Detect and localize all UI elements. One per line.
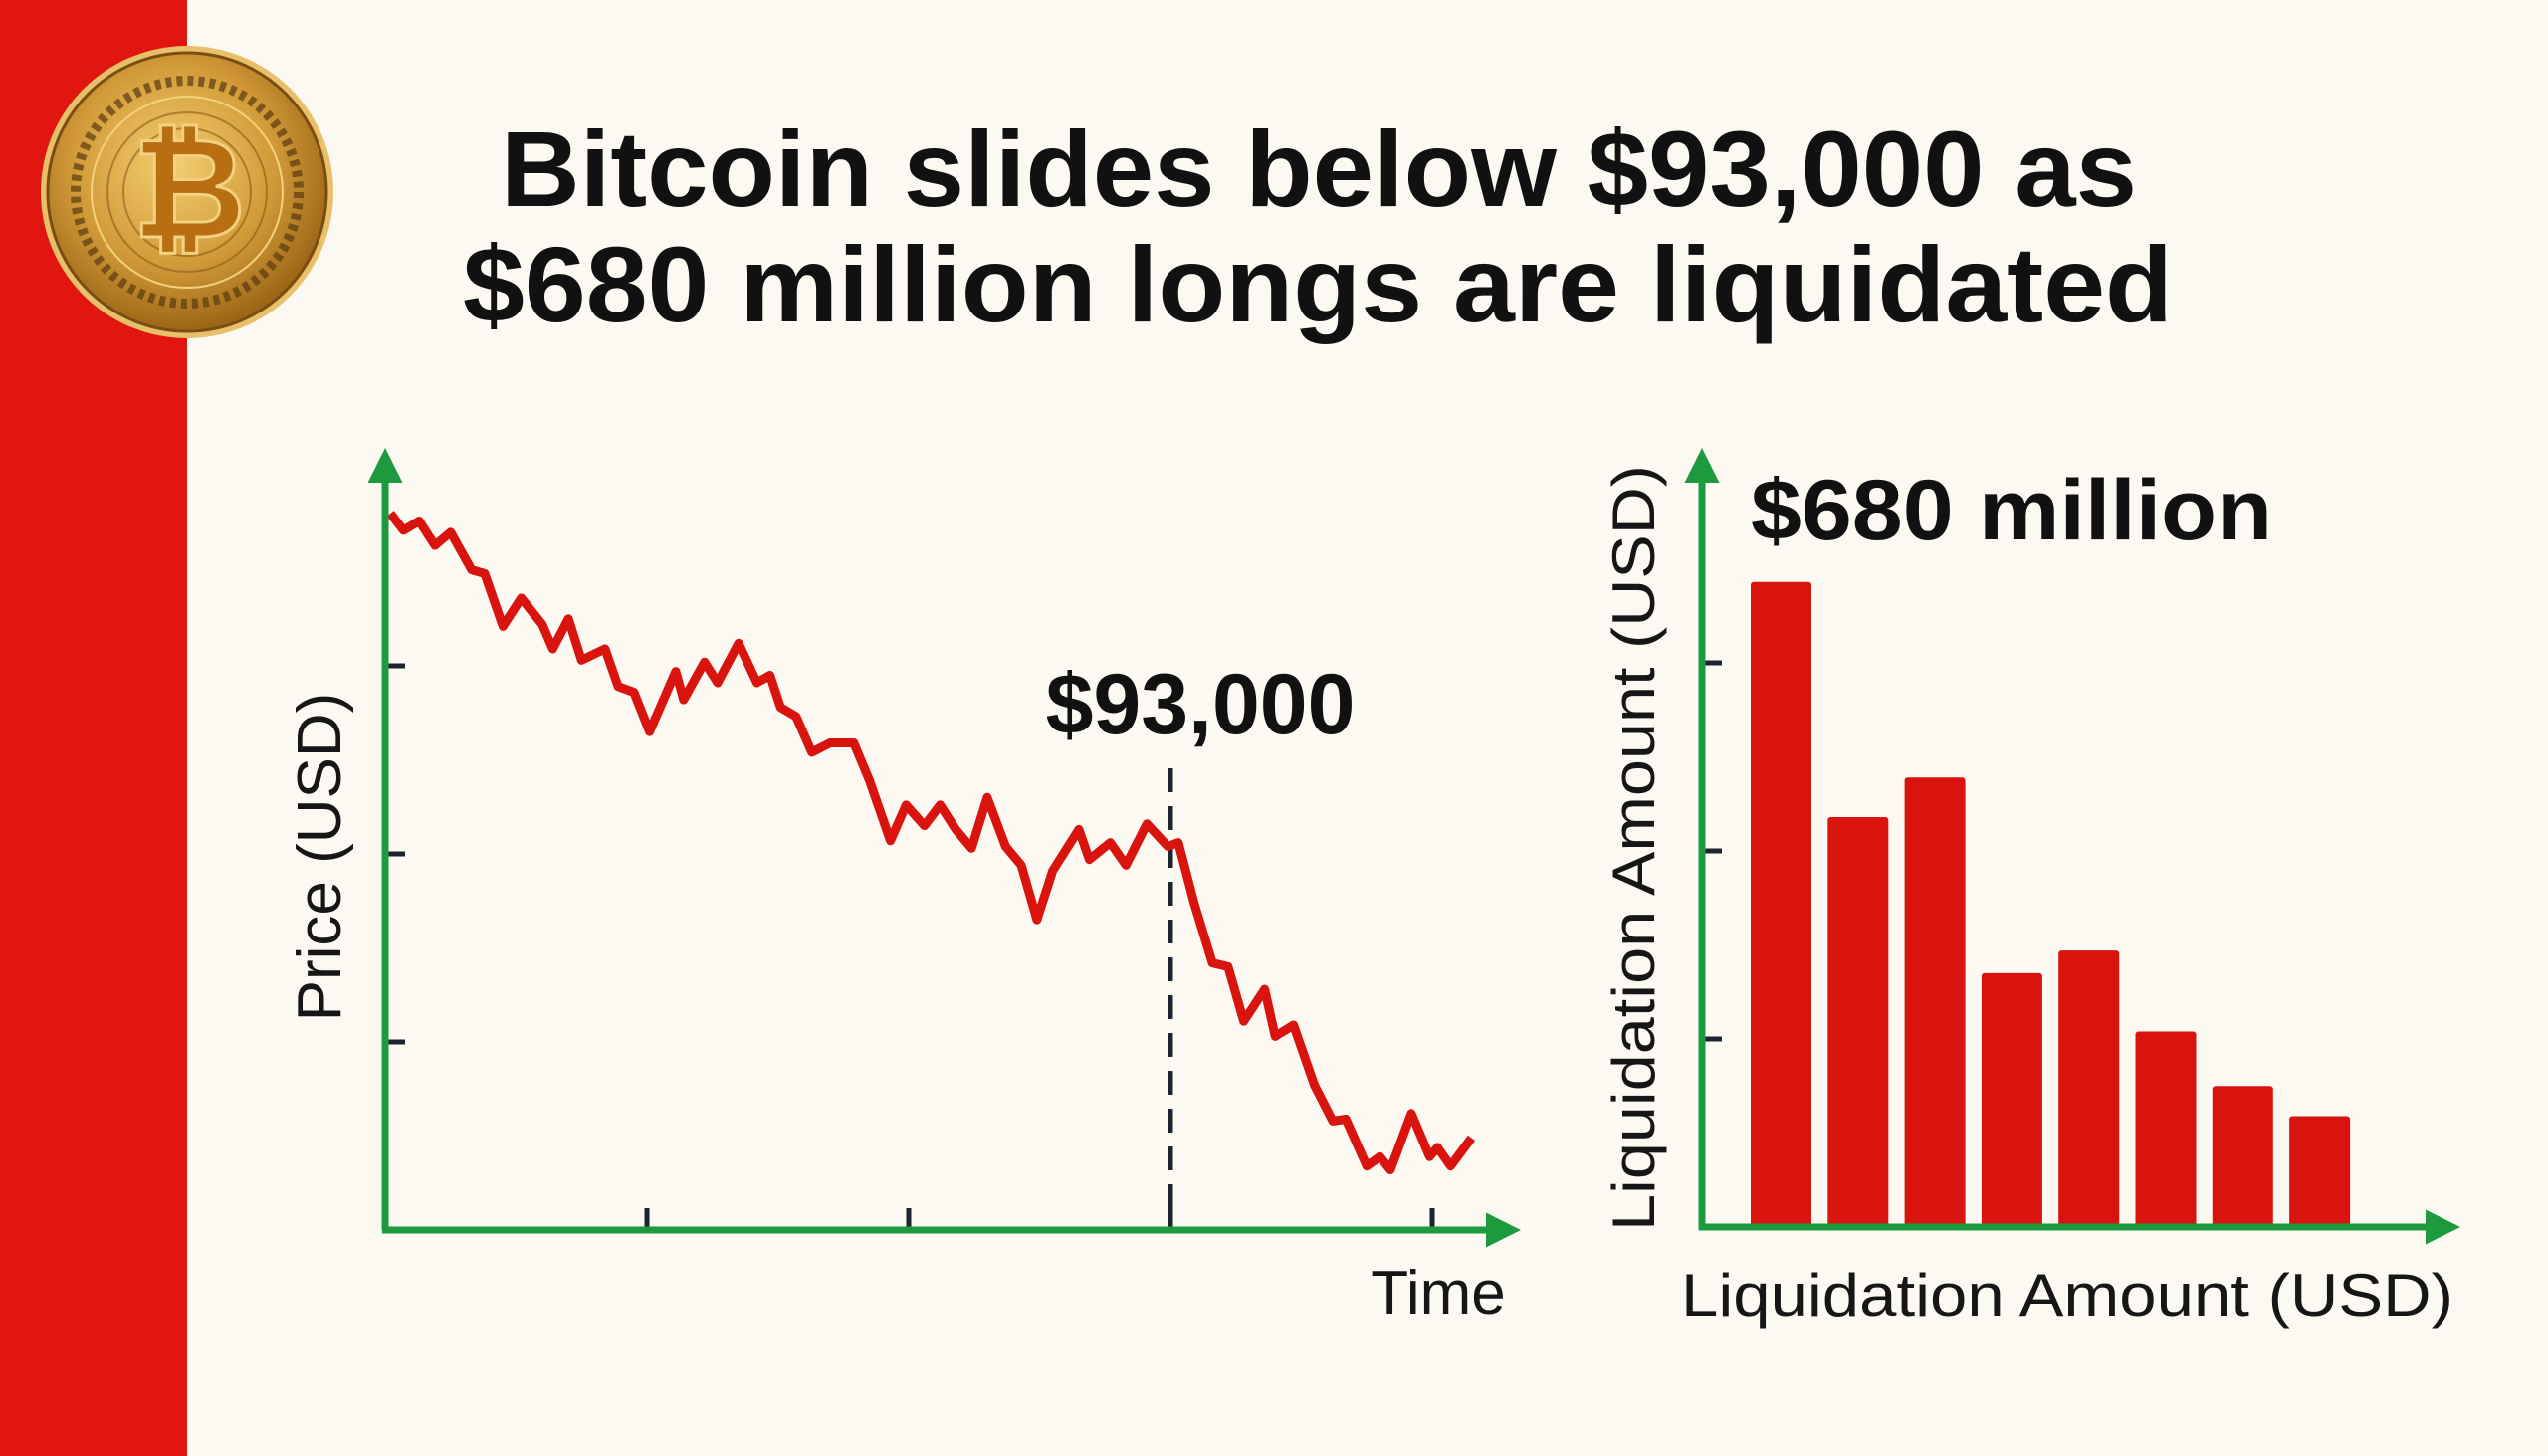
annotation-label-680-million: $680 million [1751, 463, 2272, 558]
bar-8 [2289, 1116, 2351, 1227]
price-line-chart: $93,000 Price (USD) Time [286, 448, 1521, 1328]
bar-4 [1981, 972, 2042, 1227]
title-line-1: Bitcoin slides below $93,000 as [501, 108, 2137, 229]
bar-3 [1904, 777, 1966, 1227]
bar-1 [1751, 581, 1811, 1227]
y-axis-label: Price (USD) [286, 693, 354, 1022]
annotation-label-93000: $93,000 [1046, 657, 1356, 752]
bar-5 [2058, 950, 2120, 1227]
bar-6 [2135, 1031, 2197, 1227]
bitcoin-coin-icon: ₿ [41, 46, 333, 338]
bar-2 [1827, 816, 1889, 1227]
bar-7 [2212, 1086, 2273, 1227]
y-axis-label: Liquidation Amount (USD) [1600, 465, 1667, 1231]
liquidation-bar-chart: $680 million Liquidation Amount (USD) Li… [1600, 448, 2460, 1329]
price-series-line [386, 511, 1476, 1175]
title-line-2: $680 million longs are liquidated [463, 224, 2173, 344]
x-axis-label: Time [1371, 1259, 1505, 1328]
x-axis-label: Liquidation Amount (USD) [1681, 1262, 2453, 1329]
bitcoin-symbol: ₿ [132, 108, 246, 271]
